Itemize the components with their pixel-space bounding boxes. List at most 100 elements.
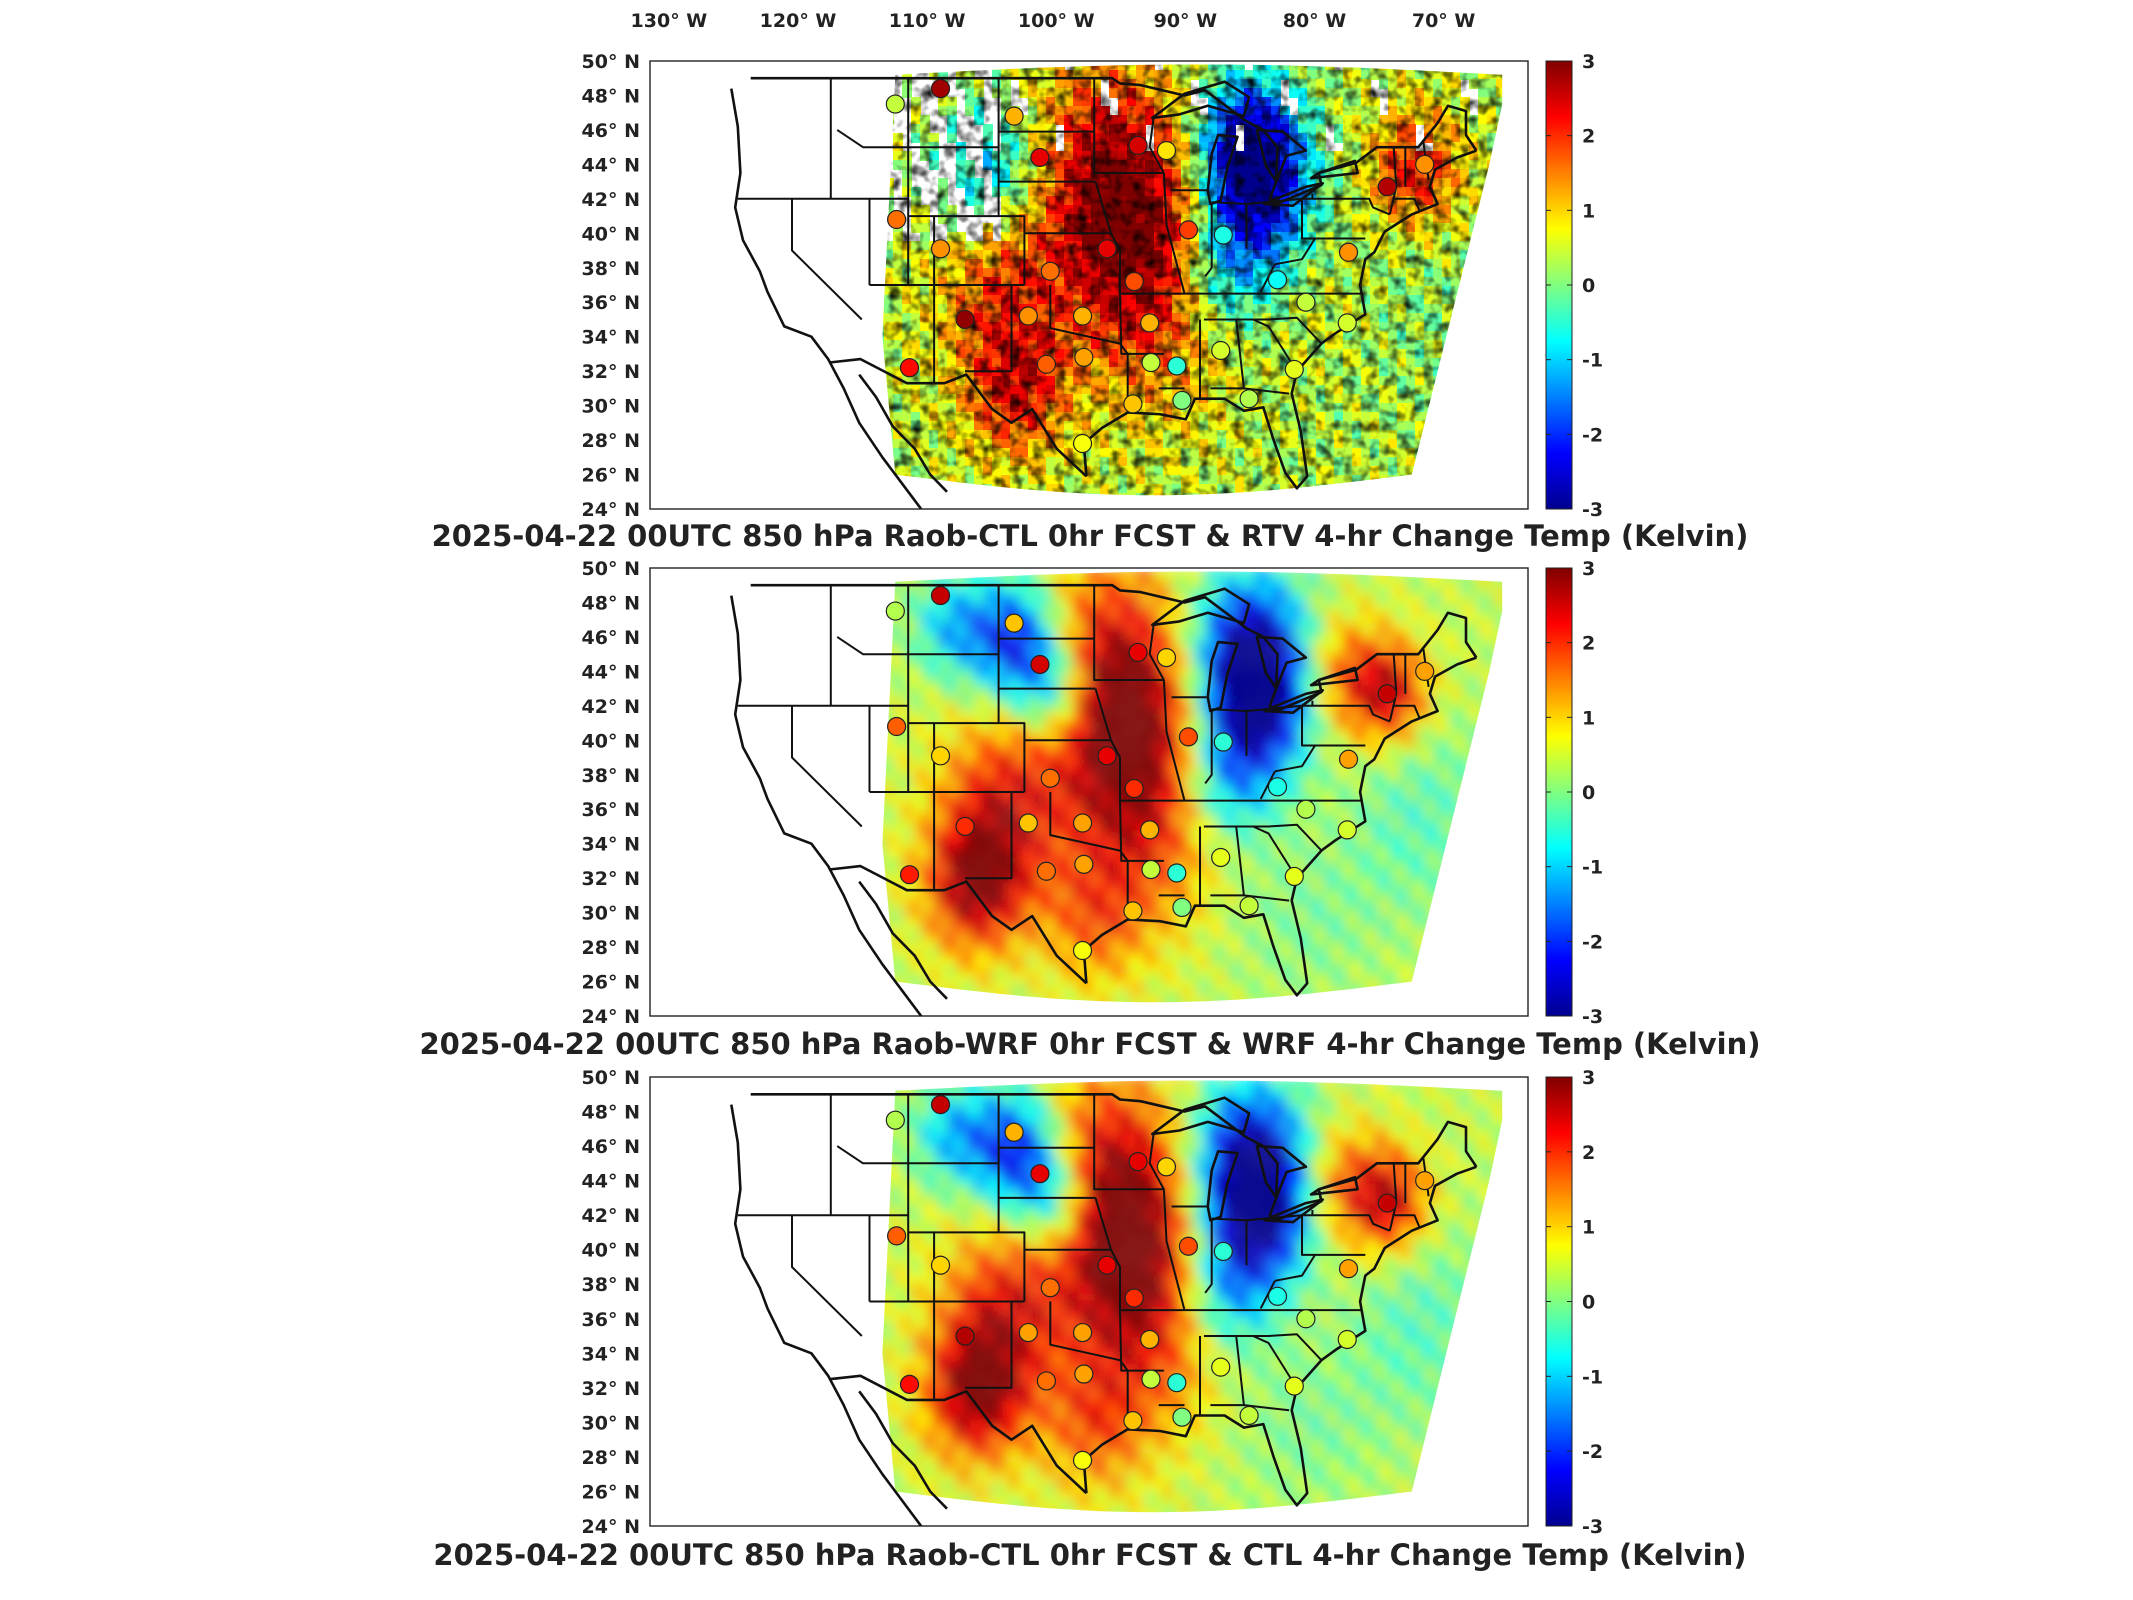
raob-station-marker [885,1110,905,1130]
raob-station-marker [1167,356,1187,376]
latitude-label: 50° N [582,51,640,73]
raob-station-markers [885,1095,1435,1470]
longitude-label: 100° W [1018,10,1095,32]
latitude-label: 44° N [582,661,640,683]
raob-station-marker [1267,777,1288,797]
raob-station-marker [1018,306,1038,326]
latitude-label: 48° N [582,1102,640,1124]
colorbar-tick-label: 0 [1582,275,1595,297]
raob-station-marker [1239,389,1259,409]
longitude-labels: 130° W 120° W 110° W 100° W 90° W 80° W 70° W [631,10,1476,32]
latitude-label: 24° N [582,499,640,521]
raob-station-marker [1377,1193,1397,1213]
colorbar-tick-label: 0 [1582,782,1595,804]
latitude-label: 42° N [582,189,640,211]
raob-station-marker [1211,1357,1231,1377]
raob-station-marker [1296,292,1316,312]
raob-station-marker [1018,1322,1038,1343]
raob-station-marker [1178,727,1199,747]
raob-station-markers [885,585,1435,961]
raob-station-marker [1004,613,1024,633]
longitude-label: 130° W [631,10,708,32]
raob-station-marker [1338,1259,1359,1279]
map-panel-2: 50° N 48° N 46° N 44° N 42° N 40° N 38° N 36° N… [419,558,1760,1061]
raob-station-marker [1072,813,1093,833]
latitude-label: 50° N [582,1067,640,1089]
raob-station-marker [1178,1236,1199,1256]
longitude-label: 110° W [889,10,966,32]
raob-station-marker [887,716,907,737]
latitude-label: 34° N [582,834,640,856]
raob-station-marker [1284,1376,1304,1396]
latitude-label: 34° N [582,1343,640,1365]
latitude-label: 32° N [582,868,640,890]
latitude-label: 24° N [582,1006,640,1028]
longitude-label: 90° W [1154,10,1218,32]
panel-title: 2025-04-22 00UTC 850 hPa Raob-CTL 0hr FC… [433,1538,1746,1572]
latitude-label: 40° N [582,730,640,752]
colorbar: 3 2 1 0 -1 -2 -3 [1545,51,1603,521]
latitude-label: 42° N [582,1205,640,1227]
raob-station-marker [1337,313,1357,333]
raob-station-marker [885,94,905,114]
raob-station-marker [1140,820,1160,840]
map-frame [649,60,1529,510]
longitude-label: 80° W [1283,10,1347,32]
colorbar-tick-label: 2 [1582,126,1595,148]
raob-station-marker [899,1374,920,1394]
colorbar-tick-label: -2 [1582,931,1603,953]
raob-station-marker [1004,1122,1024,1142]
colorbar-tick-label: 1 [1582,200,1595,222]
raob-station-marker [899,865,920,885]
latitude-labels: 50° N 48° N 46° N 44° N 42° N 40° N 38° N 36° N… [582,51,640,521]
raob-station-marker [1141,859,1161,880]
longitude-label: 120° W [760,10,837,32]
colorbar: 3 2 1 0 -1 -2 -3 [1545,1067,1603,1538]
latitude-label: 46° N [582,627,640,649]
raob-station-marker [1072,940,1093,961]
latitude-label: 26° N [582,972,640,994]
raob-station-marker [930,585,951,606]
raob-station-marker [1072,306,1093,326]
latitude-label: 28° N [582,430,640,452]
colorbar-tick-label: -1 [1582,350,1603,372]
colorbar-tick-label: -3 [1582,1516,1603,1538]
raob-station-marker [1172,390,1192,411]
raob-station-marker [1172,897,1192,918]
latitude-label: 38° N [582,765,640,787]
raob-station-marker [1337,820,1357,840]
colorbar-tick-label: -2 [1582,424,1603,446]
latitude-label: 36° N [582,292,640,314]
raob-station-marker [1036,861,1056,881]
raob-station-marker [1167,863,1187,883]
raob-station-marker [1097,746,1117,766]
latitude-label: 30° N [582,396,640,418]
raob-station-marker [1296,799,1316,819]
colorbar-tick-label: 1 [1582,1217,1595,1239]
raob-station-marker [1338,749,1359,769]
raob-station-marker [1072,1450,1093,1470]
latitude-labels: 50° N 48° N 46° N 44° N 42° N 40° N 38° N 36° N… [582,1067,640,1538]
raob-station-marker [1072,433,1093,454]
raob-station-marker [930,78,951,99]
coastlines-and-state-borders [730,583,1478,1016]
latitude-label: 42° N [582,696,640,718]
coastlines-and-state-borders [730,1093,1478,1526]
latitude-label: 48° N [582,85,640,107]
raob-station-marker [1123,901,1143,921]
latitude-label: 44° N [582,154,640,176]
raob-station-marker [1213,1241,1233,1262]
latitude-label: 38° N [582,258,640,280]
raob-station-marker [1040,261,1060,281]
raob-station-marker [1267,1286,1288,1306]
colorbar: 3 2 1 0 -1 -2 -3 [1545,558,1603,1028]
raob-station-marker [955,816,975,837]
colorbar-tick-label: 3 [1582,1067,1595,1089]
raob-station-marker [1213,225,1233,245]
raob-station-marker [955,309,975,330]
latitude-label: 24° N [582,1516,640,1538]
raob-station-marker [1124,778,1144,799]
raob-station-marker [1128,642,1148,663]
panel-title: 2025-04-22 00UTC 850 hPa Raob-CTL 0hr FC… [432,519,1749,553]
raob-station-marker [1018,813,1038,833]
